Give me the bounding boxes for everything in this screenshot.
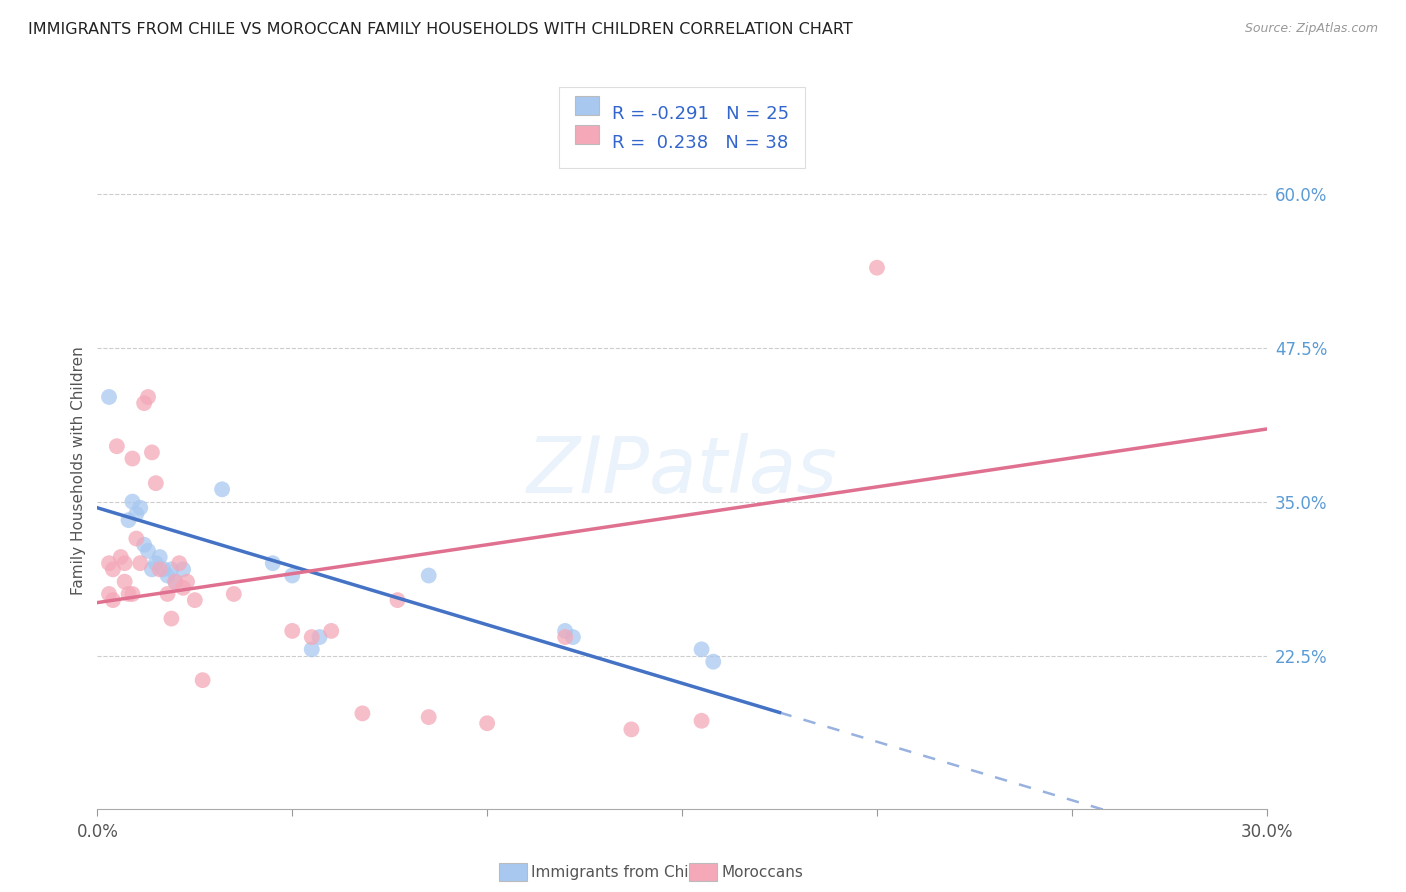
Point — [475, 716, 498, 731]
Point — [387, 593, 409, 607]
Text: Moroccans: Moroccans — [721, 865, 803, 880]
Point — [160, 611, 183, 625]
Point — [125, 507, 148, 521]
Point — [129, 556, 152, 570]
Point — [321, 624, 343, 638]
Point — [160, 562, 183, 576]
Point — [167, 556, 190, 570]
Point — [184, 593, 207, 607]
Point — [308, 630, 330, 644]
Point — [866, 260, 889, 275]
Point — [554, 630, 576, 644]
Y-axis label: Family Households with Children: Family Households with Children — [72, 346, 86, 595]
Point — [121, 494, 143, 508]
Point — [172, 581, 194, 595]
Point — [149, 549, 172, 564]
Point — [172, 562, 194, 576]
Point — [114, 556, 136, 570]
Point — [211, 483, 233, 497]
Point — [145, 476, 167, 491]
Point — [418, 710, 440, 724]
Point — [156, 568, 179, 582]
Point — [156, 587, 179, 601]
Point — [114, 574, 136, 589]
Point — [281, 624, 304, 638]
Point — [105, 439, 128, 453]
Point — [129, 500, 152, 515]
Point — [554, 624, 576, 638]
Legend: R = -0.291   N = 25, R =  0.238   N = 38: R = -0.291 N = 25, R = 0.238 N = 38 — [560, 87, 804, 169]
Point — [101, 562, 124, 576]
Point — [301, 642, 323, 657]
Point — [134, 396, 156, 410]
Point — [301, 630, 323, 644]
Point — [136, 390, 159, 404]
Point — [561, 630, 583, 644]
Point — [117, 587, 139, 601]
Point — [152, 562, 174, 576]
Point — [101, 593, 124, 607]
Point — [418, 568, 440, 582]
Text: IMMIGRANTS FROM CHILE VS MOROCCAN FAMILY HOUSEHOLDS WITH CHILDREN CORRELATION CH: IMMIGRANTS FROM CHILE VS MOROCCAN FAMILY… — [28, 22, 853, 37]
Text: Source: ZipAtlas.com: Source: ZipAtlas.com — [1244, 22, 1378, 36]
Point — [620, 723, 643, 737]
Point — [121, 451, 143, 466]
Point — [281, 568, 304, 582]
Point — [121, 587, 143, 601]
Text: Immigrants from Chile: Immigrants from Chile — [531, 865, 703, 880]
Point — [352, 706, 374, 721]
Point — [98, 390, 121, 404]
Point — [110, 549, 132, 564]
Point — [165, 574, 187, 589]
Point — [191, 673, 214, 688]
Point — [176, 574, 198, 589]
Point — [165, 574, 187, 589]
Text: ZIPatlas: ZIPatlas — [527, 433, 838, 508]
Point — [98, 556, 121, 570]
Point — [145, 556, 167, 570]
Point — [141, 562, 163, 576]
Point — [98, 587, 121, 601]
Point — [141, 445, 163, 459]
Point — [134, 538, 156, 552]
Point — [702, 655, 724, 669]
Point — [690, 642, 713, 657]
Point — [117, 513, 139, 527]
Point — [136, 544, 159, 558]
Point — [149, 562, 172, 576]
Point — [690, 714, 713, 728]
Point — [222, 587, 245, 601]
Point — [125, 532, 148, 546]
Point — [262, 556, 284, 570]
